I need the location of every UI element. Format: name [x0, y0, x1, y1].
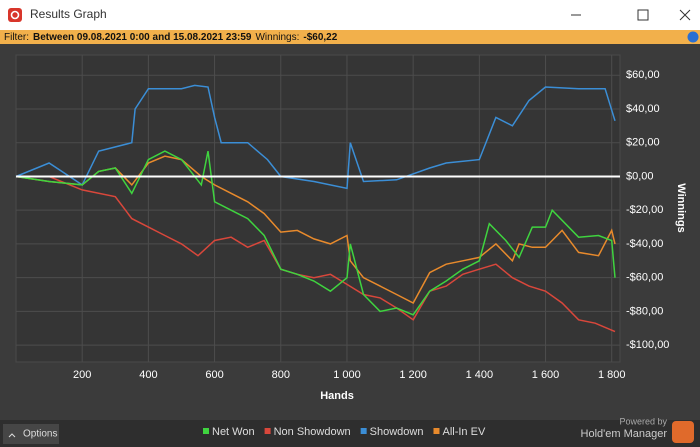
y-tick-label: $20,00 — [626, 137, 660, 149]
filter-bar — [0, 30, 700, 44]
y-tick-label: $40,00 — [626, 103, 660, 115]
x-tick-label: 200 — [73, 369, 91, 381]
x-tick-label: 1 800 — [598, 369, 626, 381]
powered-by: Powered by — [619, 416, 667, 426]
y-tick-label: -$100,00 — [626, 339, 669, 351]
legend-label: Non Showdown — [274, 426, 351, 438]
plot-area — [15, 54, 621, 363]
legend-label: All-In EV — [442, 426, 485, 438]
options-arrow — [8, 433, 16, 438]
y-tick-label: -$20,00 — [626, 204, 663, 216]
legend-label: Showdown — [370, 426, 424, 438]
title-bar — [0, 0, 700, 30]
legend-swatch — [264, 428, 271, 434]
brand-logo — [672, 421, 694, 443]
series-line — [16, 175, 616, 333]
y-tick-label: -$60,00 — [626, 272, 663, 284]
filter-range: Between 09.08.2021 0:00 and 15.08.2021 2… — [33, 32, 252, 43]
x-tick-label: 1 600 — [532, 369, 560, 381]
legend-swatch — [433, 428, 440, 434]
x-tick-label: 1 200 — [399, 369, 427, 381]
filter-label: Filter: — [4, 32, 29, 43]
app-icon — [8, 8, 22, 22]
y-tick-label: -$80,00 — [626, 305, 663, 317]
x-tick-label: 800 — [272, 369, 290, 381]
options-label[interactable]: Options — [23, 429, 57, 440]
series-line — [15, 150, 616, 316]
series-line — [15, 155, 616, 305]
close-button[interactable] — [679, 9, 691, 21]
app-icon-mark — [10, 10, 20, 20]
series-line — [15, 84, 616, 190]
winnings-label: Winnings: — [255, 32, 299, 43]
x-tick-label: 400 — [139, 369, 157, 381]
x-tick-label: 600 — [205, 369, 223, 381]
help-icon[interactable] — [687, 31, 699, 43]
legend-swatch — [203, 428, 209, 434]
brand-name: Hold'em Manager — [581, 428, 668, 440]
window-title: Results Graph — [30, 7, 107, 21]
options-button[interactable] — [3, 424, 59, 444]
y-tick-label: $60,00 — [626, 69, 660, 81]
legend-label: Net Won — [212, 426, 255, 438]
y-axis-title: Winnings — [675, 183, 687, 232]
x-tick-label: 1 000 — [333, 369, 361, 381]
legend-swatch — [360, 428, 367, 434]
maximize-button[interactable] — [637, 9, 649, 21]
y-tick-label: -$40,00 — [626, 238, 663, 250]
footer-bar — [0, 420, 700, 447]
y-tick-label: $0,00 — [626, 170, 654, 182]
winnings-value: -$60,22 — [303, 32, 337, 43]
x-axis-title: Hands — [320, 390, 354, 402]
x-tick-label: 1 400 — [466, 369, 494, 381]
